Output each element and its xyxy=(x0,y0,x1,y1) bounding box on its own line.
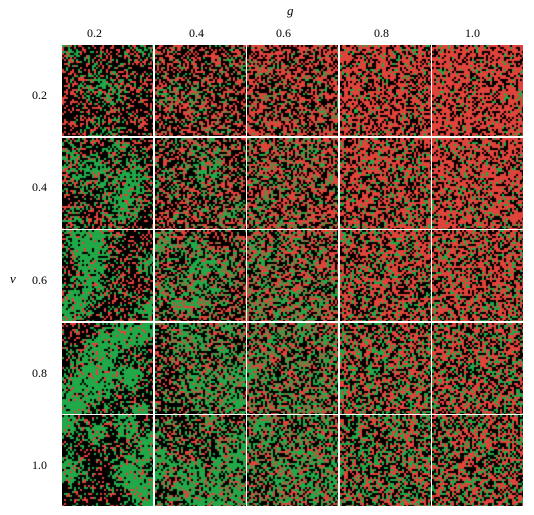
lattice-snapshot xyxy=(154,415,246,506)
lattice-snapshot xyxy=(62,322,153,414)
g-tick-label: 0.8 xyxy=(374,26,389,40)
lattice-snapshot xyxy=(154,230,246,321)
lattice-snapshot xyxy=(154,137,246,229)
lattice-snapshot xyxy=(247,322,338,414)
lattice-snapshot xyxy=(247,415,338,506)
v-axis-title: v xyxy=(10,271,16,286)
lattice-snapshot xyxy=(62,137,153,229)
lattice-snapshot xyxy=(62,415,153,506)
g-tick-label: 0.6 xyxy=(276,26,291,40)
lattice-snapshot xyxy=(62,230,153,321)
lattice-snapshot xyxy=(154,45,246,136)
lattice-snapshot xyxy=(432,322,523,414)
v-tick-label: 0.4 xyxy=(32,180,47,194)
lattice-snapshot xyxy=(247,230,338,321)
lattice-snapshot xyxy=(62,45,153,136)
lattice-snapshot xyxy=(247,137,338,229)
lattice-snapshot xyxy=(339,230,431,321)
v-tick-label: 1.0 xyxy=(32,458,47,472)
g-tick-label: 0.2 xyxy=(87,26,102,40)
v-tick-label: 0.2 xyxy=(32,88,47,102)
v-tick-label: 0.8 xyxy=(32,366,47,380)
g-tick-label: 0.4 xyxy=(189,26,204,40)
lattice-snapshot xyxy=(339,322,431,414)
g-axis-title: g xyxy=(287,3,294,18)
lattice-snapshot xyxy=(154,322,246,414)
simulation-grid xyxy=(62,45,523,506)
lattice-snapshot xyxy=(432,137,523,229)
lattice-snapshot xyxy=(247,45,338,136)
g-tick-label: 1.0 xyxy=(465,26,480,40)
lattice-snapshot xyxy=(432,230,523,321)
v-tick-label: 0.6 xyxy=(32,273,47,287)
lattice-snapshot xyxy=(432,45,523,136)
lattice-snapshot xyxy=(432,415,523,506)
lattice-snapshot xyxy=(339,45,431,136)
lattice-snapshot xyxy=(339,137,431,229)
lattice-snapshot xyxy=(339,415,431,506)
